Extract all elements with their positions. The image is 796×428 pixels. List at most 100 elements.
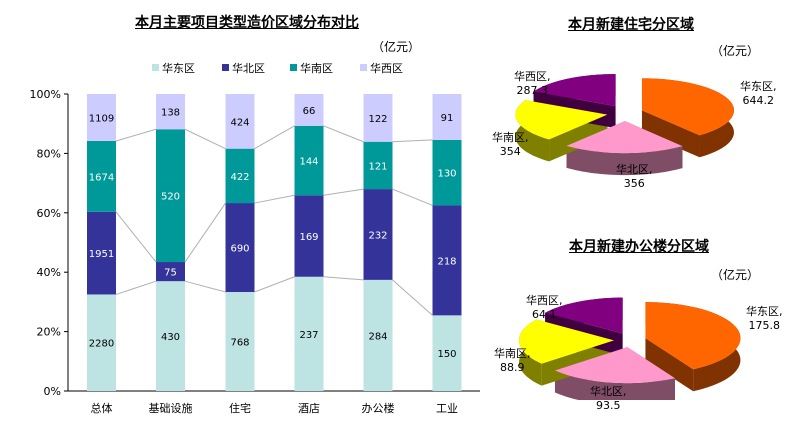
pie-slice-华南区 [515, 100, 608, 140]
bar-segment-工业-华西区 [432, 94, 462, 140]
legend-label-2: 华南区 [300, 61, 333, 75]
y-tick-label: 80% [37, 147, 61, 160]
x-tick-label: 总体 [91, 401, 113, 415]
pie-slice-华西区 [533, 74, 616, 107]
data-label: 520 [161, 192, 180, 203]
bar-segment-酒店-华西区 [294, 94, 324, 126]
data-label: 91 [441, 113, 454, 124]
data-label: 1109 [89, 113, 114, 124]
legend-swatch-0 [152, 64, 159, 71]
bar-segment-办公楼-华南区 [363, 141, 393, 190]
pie-slice-华西区 [545, 297, 623, 334]
y-tick-label: 40% [37, 266, 61, 279]
data-label: 169 [299, 232, 318, 243]
series-line [254, 125, 295, 150]
series-line [115, 280, 157, 295]
x-tick-label: 酒店 [298, 401, 320, 415]
bar-segment-总体-华南区 [87, 140, 116, 212]
data-label: 690 [230, 244, 249, 255]
pie1-unit: （亿元） [711, 44, 760, 58]
pie1-label-north: 华北区, 356 [616, 163, 653, 190]
pie2-label-south: 华南区, 88.9 [494, 347, 531, 374]
pie2-label-west: 华西区, 64.1 [526, 294, 563, 321]
data-label: 232 [368, 230, 387, 241]
bar-segment-住宅-华东区 [225, 292, 255, 391]
bar-segment-酒店-华南区 [294, 125, 324, 196]
bar-segment-总体-华东区 [87, 294, 116, 391]
x-tick-label: 办公楼 [362, 401, 395, 415]
bar-segment-住宅-华西区 [225, 94, 255, 149]
data-label: 218 [437, 256, 456, 267]
data-label: 237 [299, 330, 318, 341]
x-tick-label: 住宅 [229, 401, 251, 415]
pie-slice-side-华北区 [554, 370, 675, 400]
bar-segment-工业-华北区 [432, 205, 462, 316]
data-label: 150 [437, 349, 456, 360]
legend-label-3: 华西区 [370, 61, 403, 75]
series-line [323, 125, 364, 143]
series-line [184, 280, 226, 293]
pie-slice-华南区 [519, 319, 615, 364]
data-label: 138 [161, 108, 180, 119]
bar-chart-unit: （亿元） [372, 40, 421, 54]
bar-segment-基础设施-华西区 [156, 94, 185, 130]
bar-segment-办公楼-华西区 [363, 94, 393, 142]
pie2-title: 本月新建办公楼分区域 [569, 239, 709, 255]
pie-slice-华东区 [641, 78, 734, 136]
pie2-unit: （亿元） [711, 268, 760, 282]
bar-segment-基础设施-华东区 [156, 281, 185, 391]
bar-chart-title: 本月主要项目类型造价区域分布对比 [135, 15, 359, 31]
bar-segment-总体-华北区 [87, 211, 116, 295]
pie2-label-east: 华东区, 175.8 [746, 305, 783, 332]
bar-segment-基础设施-华北区 [156, 262, 185, 282]
data-label: 768 [230, 338, 249, 349]
legend-label-1: 华北区 [232, 61, 265, 75]
pie2-chart [519, 297, 741, 400]
pie-slice-华北区 [554, 347, 675, 384]
series-line [392, 279, 433, 316]
series-line [184, 128, 226, 150]
bar-segment-总体-华西区 [87, 94, 116, 141]
pie-slice-华东区 [645, 302, 741, 370]
bar-segment-工业-华南区 [432, 139, 462, 206]
data-label: 66 [303, 106, 316, 117]
pie1-chart [515, 74, 734, 176]
x-tick-label: 工业 [436, 402, 458, 415]
series-line [115, 211, 157, 263]
series-line [392, 188, 433, 206]
series-line [115, 128, 157, 142]
bar-segment-办公楼-华东区 [363, 279, 393, 391]
pie1-title: 本月新建住宅分区域 [568, 17, 694, 33]
series-line [323, 276, 364, 281]
y-tick-label: 60% [37, 207, 61, 220]
y-tick-label: 20% [37, 326, 61, 339]
legend-swatch-3 [360, 64, 367, 71]
legend-swatch-2 [290, 64, 297, 71]
series-line [254, 276, 295, 293]
bar-segment-酒店-华北区 [294, 195, 324, 277]
pie2-label-north: 华北区, 93.5 [590, 385, 627, 412]
bar-segment-住宅-华南区 [225, 148, 255, 204]
pie1-label-east: 华东区, 644.2 [740, 80, 777, 107]
data-label: 1674 [89, 172, 114, 183]
data-label: 422 [230, 172, 249, 183]
data-label: 121 [368, 161, 387, 172]
y-tick-label: 100% [30, 88, 61, 101]
data-label: 130 [437, 169, 456, 180]
pie1-label-south: 华南区, 354 [492, 131, 529, 158]
y-tick-label: 0% [44, 385, 61, 398]
pie-slice-edge-华东区 [641, 110, 700, 158]
bar-segment-基础设施-华南区 [156, 129, 185, 263]
legend-label-0: 华东区 [162, 61, 195, 75]
bar-segment-工业-华东区 [432, 315, 462, 391]
series-line [184, 202, 226, 263]
bar-segment-住宅-华北区 [225, 203, 255, 292]
pie1-label-west: 华西区, 287.3 [514, 70, 551, 97]
pie-slice-edge-华东区 [645, 338, 694, 392]
data-label: 75 [164, 268, 177, 279]
series-line [392, 139, 433, 143]
data-label: 424 [230, 117, 249, 128]
legend-swatch-1 [222, 64, 229, 71]
data-label: 1951 [89, 249, 114, 260]
